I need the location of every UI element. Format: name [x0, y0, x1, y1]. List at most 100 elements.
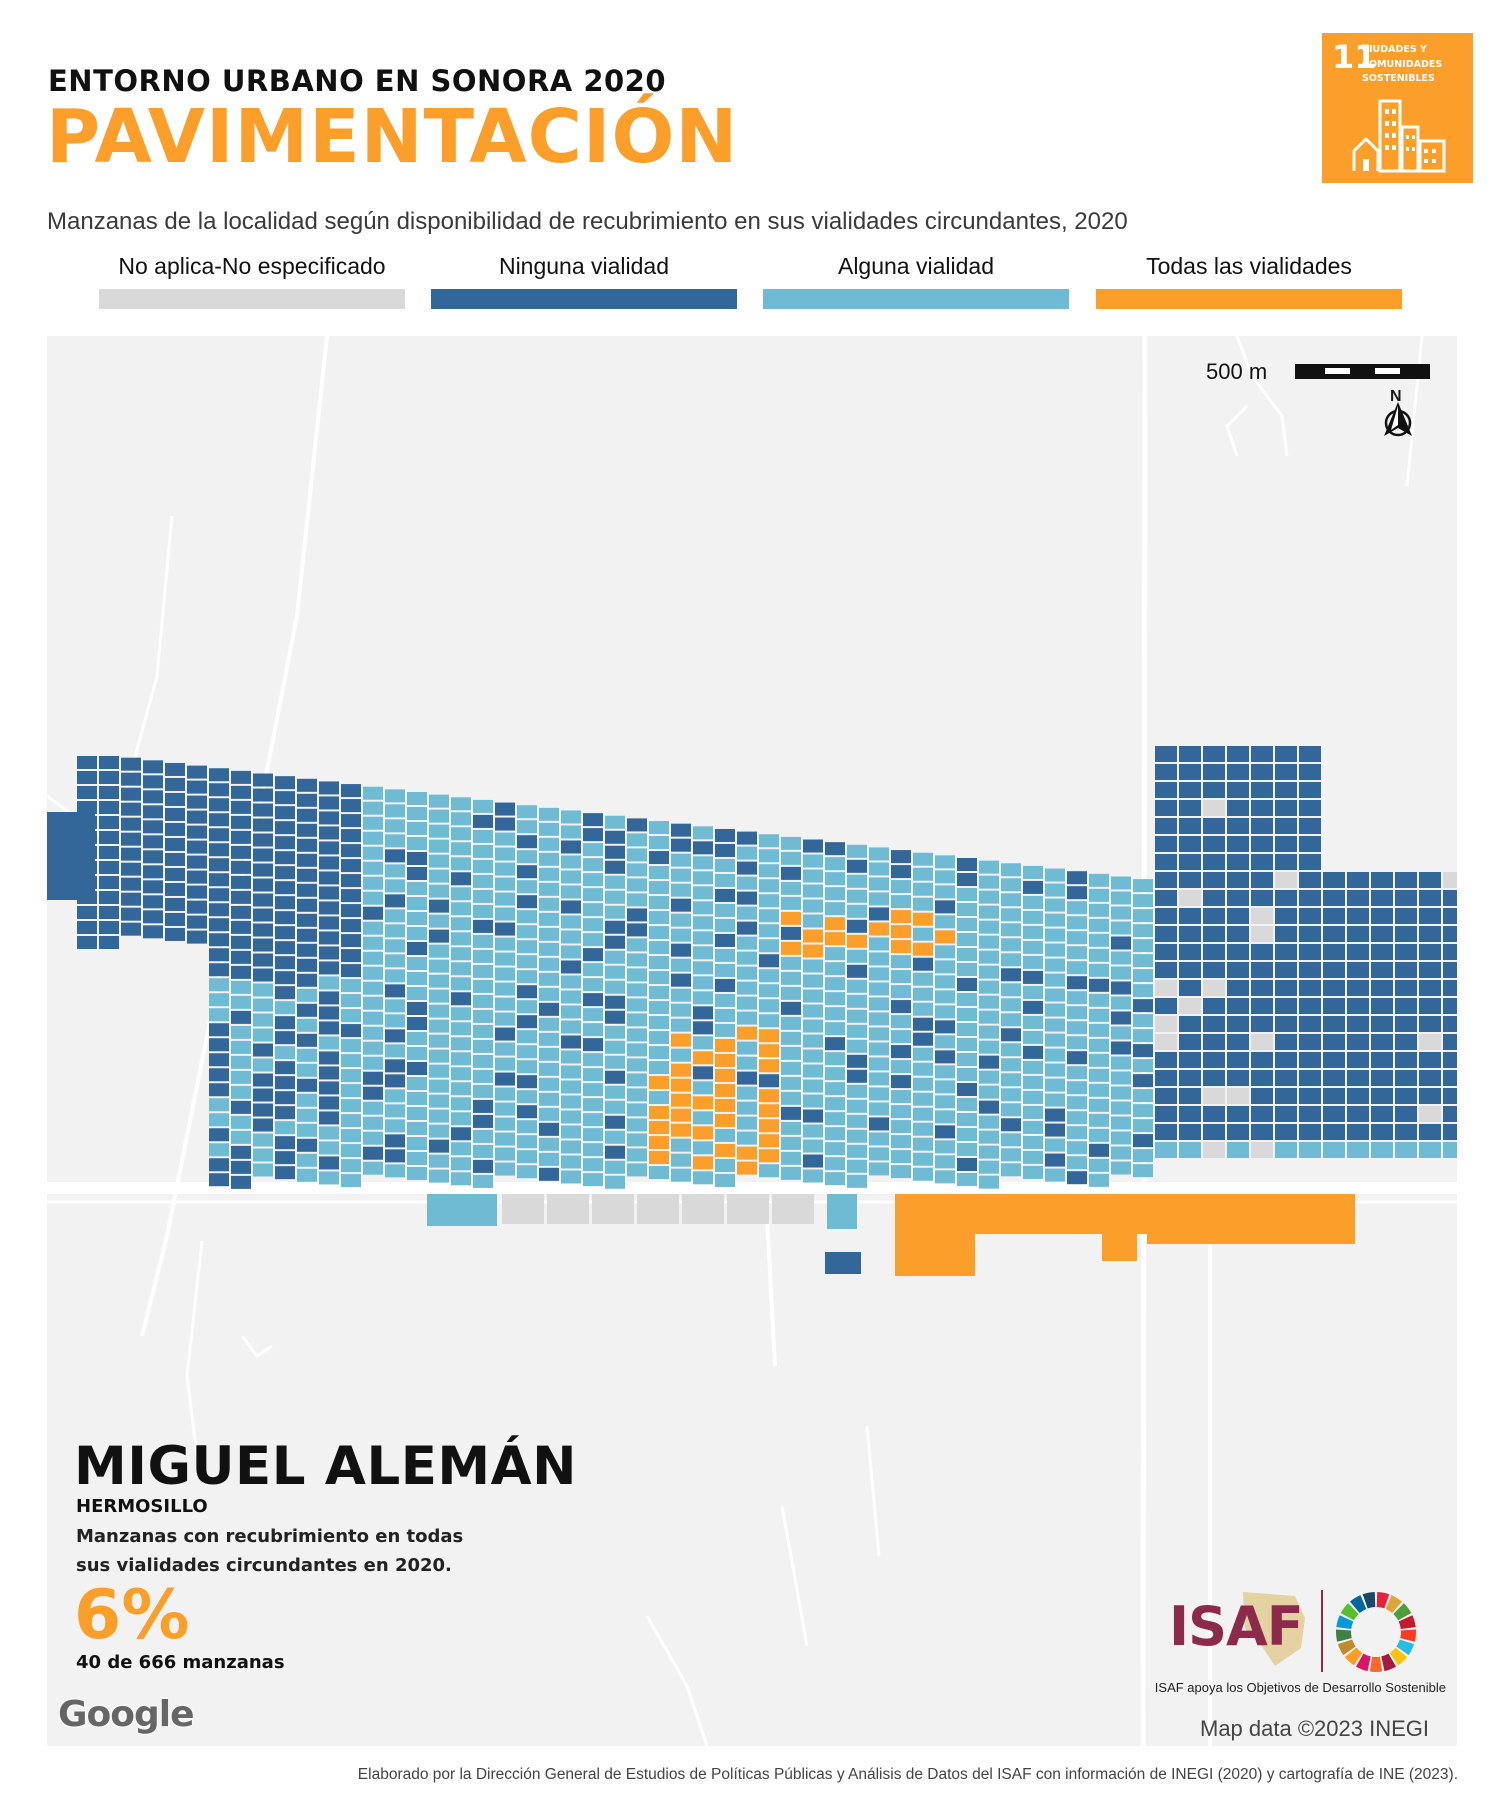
manzana-block [1045, 1063, 1065, 1077]
manzana-block [1111, 951, 1131, 965]
manzana-block [253, 893, 273, 907]
manzana-block [1001, 1073, 1021, 1087]
manzana-block [803, 1004, 823, 1018]
manzana-block [231, 830, 251, 844]
manzana-block [627, 1028, 647, 1042]
manzana-block [297, 898, 317, 912]
manzana-block [1395, 1052, 1417, 1068]
manzana-block [627, 938, 647, 952]
manzana-block [253, 1133, 273, 1147]
manzana-block [451, 1022, 471, 1036]
manzana-block [539, 1062, 559, 1076]
manzana-block [1275, 800, 1297, 816]
manzana-block [869, 937, 889, 951]
manzana-block [1067, 1021, 1087, 1035]
sdg-wheel-segment [1400, 1629, 1416, 1642]
manzana-block [495, 802, 515, 816]
manzana-block [1227, 1034, 1249, 1050]
manzana-block [429, 884, 449, 898]
manzana-block [363, 906, 383, 920]
manzana-block [253, 1073, 273, 1087]
manzana-block [539, 1137, 559, 1151]
manzana-block [957, 1083, 977, 1096]
manzana-block [1133, 1014, 1153, 1028]
manzana-block [1067, 1081, 1087, 1095]
manzana-block [825, 902, 845, 916]
manzana-block [869, 847, 889, 861]
manzana-block [737, 1026, 757, 1040]
manzana-block [341, 814, 361, 828]
manzana-block [1347, 872, 1369, 888]
manzana-block [693, 1051, 713, 1065]
manzana-block [803, 974, 823, 988]
manzana-block [1179, 926, 1201, 942]
manzana-block [121, 877, 141, 891]
manzana-block [231, 875, 251, 889]
manzana-block [429, 1109, 449, 1123]
manzana-block [297, 1048, 317, 1062]
manzana-block [99, 786, 119, 799]
manzana-block [341, 874, 361, 888]
manzana-block [759, 909, 779, 923]
manzana-block [165, 807, 185, 821]
manzana-block [1299, 746, 1321, 762]
manzana-block [473, 904, 493, 918]
manzana-block [451, 1127, 471, 1141]
manzana-block [363, 981, 383, 995]
manzana-block [341, 1024, 361, 1038]
manzana-block [1155, 908, 1177, 924]
manzana-block [1275, 980, 1297, 996]
manzana-block [583, 933, 603, 947]
manzana-block [231, 965, 251, 979]
manzana-block [231, 860, 251, 874]
manzana-block [1251, 818, 1273, 834]
manzana-block [1347, 1034, 1369, 1050]
manzana-block [341, 799, 361, 813]
manzana-block [1001, 1058, 1021, 1072]
legend-label: No aplica-No especificado [118, 253, 386, 279]
legend-item-todas: Todas las vialidades [1096, 249, 1402, 309]
manzana-block [385, 1149, 405, 1163]
manzana-block [605, 845, 625, 859]
manzana-block [517, 1060, 537, 1074]
manzana-block [385, 969, 405, 983]
manzana-block [1323, 1106, 1345, 1122]
manzana-block [1371, 890, 1393, 906]
manzana-block [473, 979, 493, 993]
manzana-block [1089, 933, 1109, 947]
manzana-block [1045, 1168, 1065, 1182]
manzana-block [715, 978, 735, 992]
manzana-block [1371, 1016, 1393, 1032]
manzana-block [539, 927, 559, 941]
manzana-block [1155, 872, 1177, 888]
manzana-block [759, 1074, 779, 1088]
manzana-block [1067, 1006, 1087, 1020]
manzana-block [495, 1042, 515, 1056]
manzana-block [1111, 1116, 1131, 1130]
manzana-block [1179, 854, 1201, 870]
manzana-block [737, 1101, 757, 1115]
manzana-block [1323, 1070, 1345, 1086]
manzana-block [495, 952, 515, 966]
manzana-block [473, 799, 493, 813]
map-svg[interactable] [47, 336, 1457, 1746]
manzana-block [121, 832, 141, 846]
manzana-block [495, 832, 515, 846]
map-canvas[interactable] [47, 336, 1457, 1746]
legend-item-alguna: Alguna vialidad [763, 249, 1069, 309]
manzana-block [825, 947, 845, 961]
manzana-block [891, 865, 911, 879]
manzana-block [627, 1088, 647, 1102]
manzana-block [913, 957, 933, 971]
manzana-block [1371, 1124, 1393, 1140]
manzana-block [363, 1026, 383, 1040]
manzana-block [1371, 872, 1393, 888]
manzana-block [759, 864, 779, 878]
isaf-logo-block: ISAF [1155, 1588, 1445, 1698]
manzana-block [473, 994, 493, 1008]
manzana-block [693, 931, 713, 945]
manzana-block [869, 1072, 889, 1086]
manzana-block [385, 1014, 405, 1028]
manzana-block [1111, 1086, 1131, 1100]
manzana-block [561, 1005, 581, 1019]
